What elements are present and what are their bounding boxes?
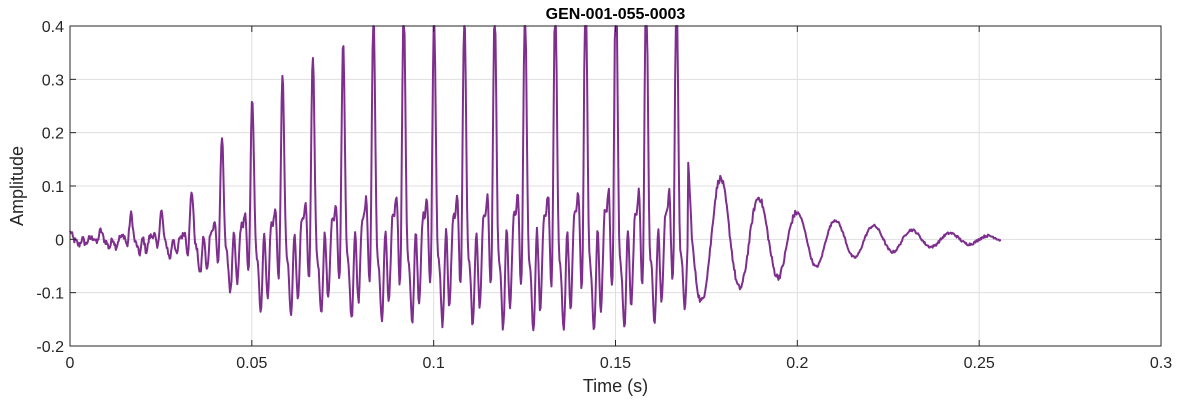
- x-tick-label: 0.1: [423, 355, 445, 372]
- y-tick-label: -0.2: [36, 339, 64, 356]
- axis-ticks: 0 0.05 0.1 0.15 0.2 0.25 0.3 -0.2 -0.1 0 0.1 0.2 0.3…: [36, 19, 1172, 372]
- x-tick-label: 0: [66, 355, 75, 372]
- y-tick-label: 0: [55, 232, 64, 249]
- y-tick-label: 0.1: [42, 179, 64, 196]
- grid-lines: [69, 25, 1162, 347]
- waveform-series-line: [69, 25, 1002, 332]
- plot-area: [69, 25, 1002, 332]
- y-tick-label: 0.2: [42, 126, 64, 143]
- y-tick-label: -0.1: [36, 286, 64, 303]
- y-tick-label: 0.4: [42, 19, 64, 36]
- x-tick-label: 0.25: [964, 355, 995, 372]
- x-tick-label: 0.15: [600, 355, 631, 372]
- y-axis-label: Amplitude: [7, 146, 27, 226]
- x-tick-label: 0.2: [786, 355, 808, 372]
- y-tick-label: 0.3: [42, 72, 64, 89]
- x-tick-label: 0.05: [236, 355, 267, 372]
- x-tick-label: 0.3: [1150, 355, 1172, 372]
- chart-title: GEN-001-055-0003: [546, 6, 686, 23]
- x-axis-label: Time (s): [583, 376, 648, 396]
